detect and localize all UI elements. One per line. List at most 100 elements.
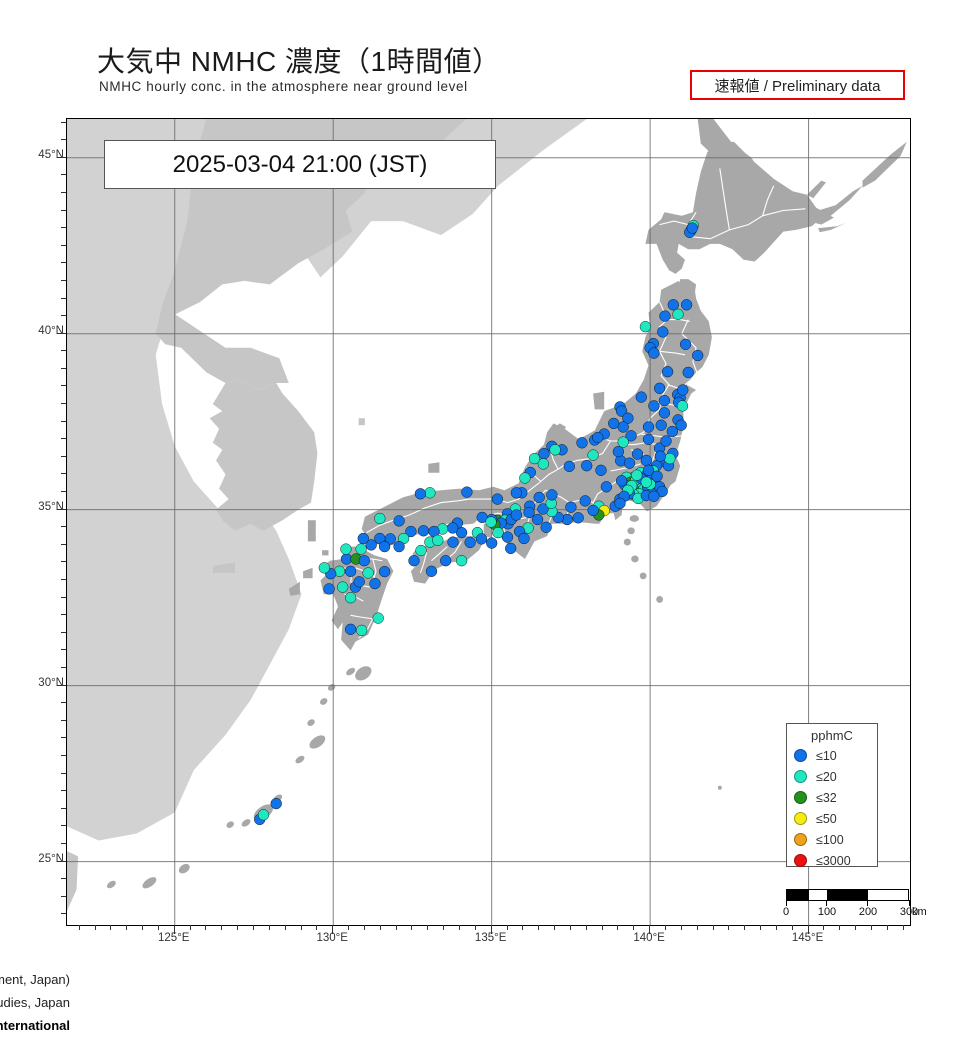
station-point[interactable] [615, 475, 628, 487]
station-point[interactable] [362, 567, 374, 579]
station-point[interactable] [631, 448, 644, 460]
station-point[interactable] [353, 576, 365, 588]
station-point[interactable] [682, 366, 694, 379]
station-point[interactable] [486, 537, 498, 549]
station-point[interactable] [510, 487, 523, 499]
station-point[interactable] [461, 486, 473, 498]
station-point[interactable] [537, 503, 549, 515]
station-point[interactable] [393, 540, 405, 553]
station-point[interactable] [393, 515, 405, 527]
station-point[interactable] [659, 310, 671, 322]
station-point[interactable] [658, 394, 671, 407]
station-point[interactable] [617, 436, 629, 448]
station-point[interactable] [676, 400, 689, 412]
station-point[interactable] [679, 338, 692, 350]
station-point[interactable] [344, 592, 357, 604]
station-point[interactable] [337, 581, 349, 593]
station-point[interactable] [660, 435, 672, 447]
station-point[interactable] [549, 444, 561, 456]
station-point[interactable] [510, 509, 523, 521]
station-point[interactable] [581, 460, 593, 472]
station-point[interactable] [415, 544, 427, 557]
station-point[interactable] [608, 417, 620, 430]
station-point[interactable] [323, 583, 335, 595]
station-point[interactable] [666, 425, 678, 438]
station-point[interactable] [372, 612, 384, 624]
station-point[interactable] [651, 470, 663, 482]
station-point[interactable] [656, 485, 668, 498]
station-point[interactable] [664, 452, 676, 465]
station-point[interactable] [642, 433, 655, 445]
station-point[interactable] [592, 431, 604, 444]
station-point[interactable] [600, 481, 613, 493]
station-point[interactable] [675, 419, 687, 431]
station-point[interactable] [614, 497, 626, 509]
station-point[interactable] [357, 532, 369, 545]
station-point[interactable] [432, 534, 444, 546]
station-point[interactable] [378, 565, 391, 578]
station-point[interactable] [565, 501, 577, 513]
station-point[interactable] [492, 526, 504, 539]
station-point[interactable] [476, 511, 488, 524]
station-point[interactable] [440, 555, 452, 567]
station-point[interactable] [631, 469, 643, 481]
station-point[interactable] [344, 623, 357, 635]
station-point[interactable] [625, 430, 637, 442]
station-point[interactable] [648, 347, 660, 359]
station-point[interactable] [531, 513, 544, 526]
station-point[interactable] [677, 384, 689, 396]
station-point[interactable] [505, 542, 517, 555]
station-point[interactable] [408, 555, 420, 567]
station-point[interactable] [680, 299, 693, 311]
station-point[interactable] [356, 624, 368, 637]
station-point[interactable] [464, 536, 476, 549]
station-point[interactable] [648, 490, 660, 502]
station-point[interactable] [355, 543, 367, 555]
station-point[interactable] [639, 321, 652, 333]
station-point[interactable] [579, 495, 591, 507]
station-point[interactable] [417, 525, 430, 537]
station-point[interactable] [270, 797, 282, 810]
station-point[interactable] [475, 533, 488, 545]
station-point[interactable] [672, 308, 684, 320]
station-point[interactable] [344, 565, 357, 577]
station-point[interactable] [576, 437, 588, 449]
station-point[interactable] [654, 450, 666, 462]
station-point[interactable] [340, 543, 352, 555]
station-point[interactable] [642, 421, 655, 433]
station-point[interactable] [635, 391, 647, 403]
station-point[interactable] [572, 512, 584, 524]
station-point[interactable] [518, 532, 530, 545]
station-point[interactable] [640, 476, 652, 488]
station-point[interactable] [546, 489, 558, 501]
station-point[interactable] [318, 562, 330, 574]
station-point[interactable] [655, 419, 667, 431]
station-point[interactable] [447, 536, 459, 548]
station-point[interactable] [537, 458, 549, 470]
station-point[interactable] [519, 472, 531, 484]
station-point[interactable] [257, 809, 270, 821]
station-point[interactable] [501, 531, 514, 543]
station-point[interactable] [653, 382, 666, 394]
station-point[interactable] [615, 405, 628, 417]
station-point[interactable] [491, 493, 504, 505]
station-point[interactable] [414, 488, 427, 500]
station-point[interactable] [648, 400, 660, 412]
station-point[interactable] [523, 506, 535, 519]
station-point[interactable] [640, 454, 652, 467]
station-point[interactable] [533, 491, 545, 504]
station-point[interactable] [612, 445, 625, 458]
station-point[interactable] [365, 539, 377, 551]
station-point[interactable] [595, 464, 607, 476]
station-point[interactable] [340, 553, 353, 565]
station-point[interactable] [658, 407, 671, 419]
station-point[interactable] [369, 577, 381, 590]
station-point[interactable] [378, 540, 391, 553]
station-point[interactable] [686, 222, 698, 234]
station-point[interactable] [667, 299, 679, 311]
station-point[interactable] [455, 555, 468, 567]
station-point[interactable] [692, 349, 704, 362]
station-point[interactable] [587, 449, 599, 461]
map-plot-area[interactable] [66, 118, 911, 926]
station-point[interactable] [405, 525, 417, 538]
